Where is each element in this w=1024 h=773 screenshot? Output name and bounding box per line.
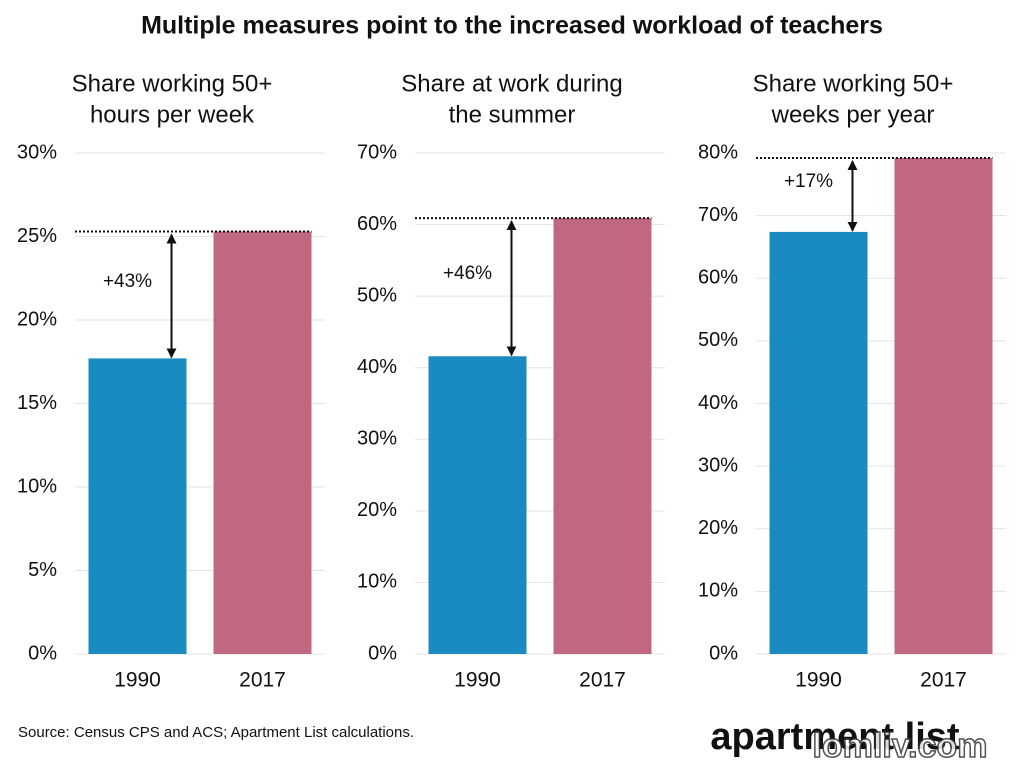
y-tick-label: 80% — [698, 141, 738, 163]
panel-title: Share at work during — [401, 70, 622, 97]
y-tick-label: 0% — [368, 642, 397, 664]
panel-title: the summer — [449, 101, 576, 128]
y-tick-label: 30% — [17, 141, 57, 163]
y-tick-label: 30% — [357, 428, 397, 450]
bar — [894, 158, 993, 654]
change-label: +43% — [103, 271, 152, 292]
y-tick-label: 70% — [357, 141, 397, 163]
y-tick-label: 10% — [357, 571, 397, 593]
x-tick-label: 1990 — [114, 669, 161, 692]
change-label: +46% — [443, 263, 492, 284]
y-tick-label: 0% — [28, 642, 57, 664]
bar — [88, 358, 187, 654]
y-tick-label: 50% — [698, 329, 738, 351]
y-tick-label: 15% — [17, 392, 57, 414]
y-tick-label: 0% — [709, 642, 738, 664]
logo: apartment list — [710, 716, 960, 758]
y-tick-label: 25% — [17, 225, 57, 247]
x-tick-label: 2017 — [239, 669, 286, 692]
y-tick-label: 60% — [698, 267, 738, 289]
panel-title: weeks per year — [771, 101, 935, 128]
y-tick-label: 20% — [698, 517, 738, 539]
source-note: Source: Census CPS and ACS; Apartment Li… — [18, 724, 414, 741]
bar — [213, 231, 312, 655]
x-tick-label: 2017 — [920, 669, 967, 692]
y-tick-label: 50% — [357, 284, 397, 306]
panel-title: hours per week — [90, 101, 255, 128]
y-tick-label: 40% — [357, 356, 397, 378]
page-title: Multiple measures point to the increased… — [141, 12, 883, 40]
y-tick-label: 10% — [698, 580, 738, 602]
y-tick-label: 5% — [28, 559, 57, 581]
bar — [553, 218, 652, 654]
bar — [428, 356, 527, 654]
y-tick-label: 70% — [698, 204, 738, 226]
x-tick-label: 1990 — [454, 669, 501, 692]
bar — [769, 231, 868, 654]
change-label: +17% — [784, 171, 833, 192]
x-tick-label: 2017 — [579, 669, 626, 692]
watermark: lomliv.com — [812, 727, 987, 765]
panel-title: Share working 50+ — [72, 70, 273, 97]
y-tick-label: 10% — [17, 475, 57, 497]
y-tick-label: 60% — [357, 213, 397, 235]
panel-title: Share working 50+ — [753, 70, 954, 97]
y-tick-label: 20% — [17, 308, 57, 330]
y-tick-label: 30% — [698, 454, 738, 476]
x-tick-label: 1990 — [795, 669, 842, 692]
y-tick-label: 40% — [698, 392, 738, 414]
y-tick-label: 20% — [357, 499, 397, 521]
